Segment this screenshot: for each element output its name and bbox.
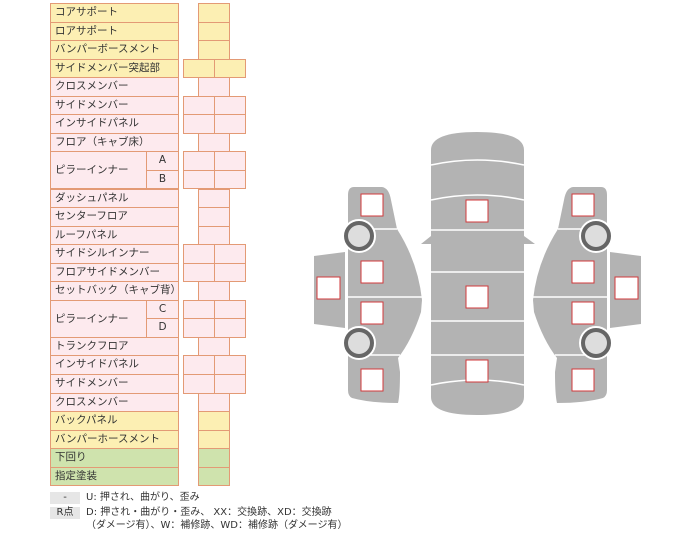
mark-roof-front bbox=[465, 199, 489, 223]
rating-box-right[interactable] bbox=[214, 58, 246, 79]
rating-box-right[interactable] bbox=[214, 374, 246, 394]
rating-box-right[interactable] bbox=[214, 114, 246, 134]
row-label: バックパネル bbox=[50, 411, 179, 431]
rating-box-right[interactable] bbox=[214, 318, 246, 338]
row-label: サイドメンバー突起部 bbox=[50, 58, 179, 79]
row-label: サイドシルインナー bbox=[50, 244, 179, 264]
car-right-side bbox=[532, 186, 642, 404]
row-label: バンパーホースメント bbox=[50, 429, 179, 450]
row-sub-label: C bbox=[146, 299, 179, 320]
mark-roof-rear bbox=[465, 359, 489, 383]
car-left-side bbox=[314, 187, 422, 403]
row-label: フロア（キャブ床） bbox=[50, 132, 179, 153]
row-label: センターフロア bbox=[50, 207, 179, 227]
legend-key-r: R点 bbox=[50, 507, 80, 519]
legend-text-d-cont: （ダメージ有）、W：補修跡、WD：補修跡（ダメージ有） bbox=[86, 520, 348, 531]
row-label: インサイドパネル bbox=[50, 114, 179, 134]
row-label: バンパーボースメント bbox=[50, 40, 179, 60]
row-label: クロスメンバー bbox=[50, 77, 179, 97]
rating-box-right[interactable] bbox=[214, 262, 246, 283]
row-sub-label: A bbox=[146, 151, 179, 171]
row-label: ピラーインナー bbox=[50, 151, 147, 190]
row-label: 指定塗装 bbox=[50, 466, 179, 487]
row-label: ピラーインナー bbox=[50, 299, 147, 338]
row-label: フロアサイドメンバー bbox=[50, 262, 179, 283]
rating-box-right[interactable] bbox=[214, 169, 246, 190]
row-label: クロスメンバー bbox=[50, 392, 179, 413]
mark-roof-center bbox=[465, 285, 489, 309]
car-top-view bbox=[421, 132, 535, 415]
legend-key-dash: - bbox=[50, 492, 80, 504]
legend-text-d: D: 押され・曲がり・歪み、 XX：交換跡、XD：交換跡 bbox=[86, 507, 332, 518]
legend-text-u: U: 押され、曲がり、歪み bbox=[86, 492, 200, 503]
row-label: サイドメンバー bbox=[50, 95, 179, 116]
rating-box[interactable] bbox=[198, 466, 230, 487]
